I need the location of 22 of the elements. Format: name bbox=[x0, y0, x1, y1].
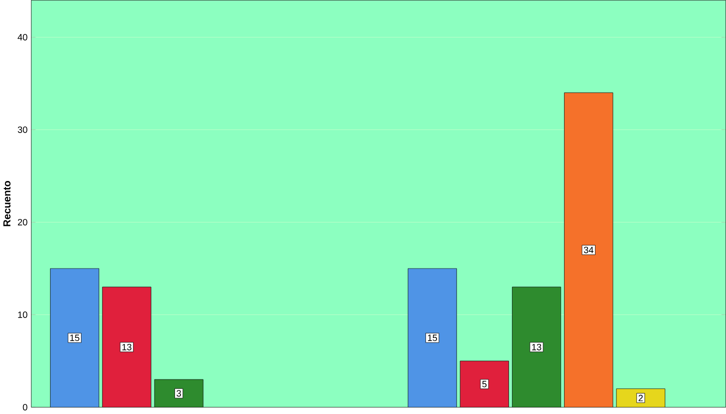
y-tick-label: 10 bbox=[18, 312, 28, 318]
bar bbox=[512, 286, 562, 408]
data-label: 34 bbox=[584, 246, 594, 254]
y-tick-label: 20 bbox=[18, 219, 28, 226]
bar bbox=[50, 268, 100, 408]
y-tick-label: 40 bbox=[18, 34, 28, 41]
y-tick-label: 30 bbox=[18, 126, 28, 134]
bar bbox=[102, 286, 152, 408]
bar bbox=[154, 379, 204, 408]
bar bbox=[408, 268, 457, 408]
y-tick-label: 0 bbox=[22, 404, 28, 411]
data-label: 15 bbox=[70, 334, 80, 342]
y-axis-title: Recuento bbox=[3, 181, 10, 226]
data-label: 3 bbox=[176, 390, 181, 397]
data-label: 5 bbox=[482, 380, 487, 388]
data-label: 15 bbox=[428, 334, 438, 342]
bar bbox=[564, 92, 614, 408]
data-label: 2 bbox=[638, 394, 643, 402]
data-label: 13 bbox=[532, 344, 542, 350]
bar bbox=[460, 360, 509, 408]
bar bbox=[616, 388, 666, 408]
data-label: 13 bbox=[122, 344, 132, 350]
